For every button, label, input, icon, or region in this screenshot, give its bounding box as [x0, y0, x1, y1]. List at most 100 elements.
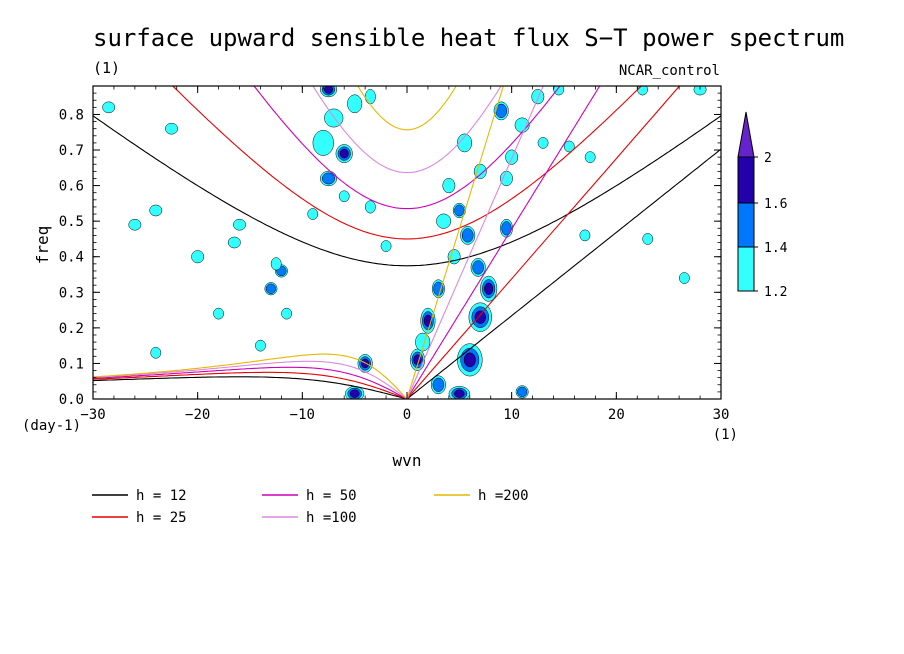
contour-blob — [338, 190, 350, 203]
contour-blob — [150, 346, 162, 359]
contour-blob — [460, 226, 476, 245]
contour-blob — [480, 275, 498, 302]
colorbar-segment — [737, 246, 755, 292]
colorbar-extend-arrow — [737, 111, 755, 158]
contour-blob — [364, 89, 376, 105]
contour-blob — [468, 302, 492, 332]
contour-blob — [420, 307, 436, 334]
colorbar-label: 1.4 — [764, 241, 788, 256]
contour-blob — [642, 233, 654, 245]
colorbar-label: 1.2 — [764, 285, 787, 300]
y-tick-label: 0.1 — [59, 356, 84, 372]
contour-blob — [457, 343, 483, 377]
contour-blob — [584, 151, 596, 163]
y-axis-title: freq — [33, 226, 52, 265]
colorbar-segment — [737, 202, 755, 248]
chart-subtitle-left: (1) — [93, 59, 120, 77]
y-tick-label: 0.5 — [59, 214, 84, 230]
y-tick-label: 0.6 — [59, 179, 84, 195]
contour-blob — [537, 137, 549, 149]
x-tick-label: −30 — [80, 407, 105, 423]
contour-blob — [165, 122, 178, 135]
y-unit-label: (day-1) — [22, 418, 81, 434]
chart-title: surface upward sensible heat flux S−T po… — [93, 24, 844, 52]
contour-blob — [255, 339, 266, 352]
contour-blob — [430, 375, 446, 395]
contour-blob — [499, 218, 513, 238]
legend-item: h = 12 — [92, 488, 187, 504]
legend-label: h = 12 — [136, 488, 187, 504]
legend-label: h =100 — [306, 510, 357, 526]
legend: h = 12 h = 25 h = 50 h =100 h =200 — [92, 488, 529, 526]
contour-blob — [312, 129, 334, 156]
dispersion-curve — [93, 86, 601, 399]
legend-item: h = 25 — [92, 510, 187, 526]
contour-blob — [693, 86, 707, 96]
contour-blob — [264, 282, 278, 296]
contour-blob — [473, 163, 487, 179]
y-tick-label: 0.2 — [59, 321, 84, 337]
dispersion-curve — [93, 86, 504, 399]
contour-blob — [514, 117, 530, 133]
legend-item: h =200 — [434, 488, 529, 504]
contour-blob — [319, 86, 338, 98]
x-axis: −30 −20 −10 0 10 20 30 — [80, 86, 729, 423]
legend-item: h =100 — [262, 510, 357, 526]
contour-blob — [364, 200, 376, 214]
x-tick-label: −20 — [185, 407, 210, 423]
dispersion-curve-layer — [93, 86, 721, 399]
x-unit-label: (1) — [713, 427, 738, 443]
colorbar: 1.2 1.4 1.6 2 — [737, 111, 788, 300]
y-axis: 0.0 0.1 0.2 0.3 0.4 0.5 0.6 0.7 0.8 — [59, 92, 721, 408]
contour-blob — [553, 86, 565, 96]
contour-blob — [319, 170, 338, 187]
colorbar-label: 2 — [764, 151, 772, 166]
contour-blob — [347, 94, 363, 114]
x-axis-title: wvn — [393, 451, 422, 470]
contour-blob — [452, 202, 466, 219]
legend-item: h = 50 — [262, 488, 357, 504]
contour-blob — [149, 204, 163, 217]
contour-blob — [457, 133, 473, 153]
contour-blob — [307, 208, 319, 220]
contour-blob — [281, 307, 293, 320]
contour-blob — [515, 385, 529, 399]
chart-subtitle-right: NCAR_control — [619, 63, 720, 79]
contour-blob — [579, 229, 591, 242]
contour-blob — [324, 108, 344, 128]
contour-blob — [380, 240, 392, 252]
contour-blob — [128, 218, 142, 231]
contour-blob — [531, 89, 545, 105]
plot-frame — [92, 85, 722, 400]
contour-blob — [409, 348, 425, 372]
legend-label: h = 50 — [306, 488, 357, 504]
x-tick-label: 10 — [503, 407, 520, 423]
contour-blob — [436, 213, 452, 229]
x-tick-label: 20 — [608, 407, 625, 423]
y-tick-label: 0.4 — [59, 250, 84, 266]
contour-blob — [102, 101, 116, 114]
dispersion-curve — [93, 86, 544, 399]
colorbar-segment — [737, 156, 755, 204]
dispersion-curve — [93, 115, 721, 399]
contour-blob — [227, 236, 241, 249]
legend-label: h =200 — [478, 488, 529, 504]
dispersion-curve — [93, 86, 681, 399]
contour-blob — [448, 386, 470, 399]
contour-blob — [563, 140, 575, 153]
contour-blob — [470, 258, 486, 277]
x-tick-label: 30 — [713, 407, 730, 423]
x-tick-label: 0 — [403, 407, 411, 423]
contour-blob — [233, 218, 246, 231]
contour-blob — [499, 170, 513, 187]
contour-blob — [505, 149, 519, 165]
contour-blob — [442, 178, 456, 194]
contour-blob — [213, 307, 224, 320]
x-tick-label: −10 — [290, 407, 315, 423]
contour-blob — [345, 386, 365, 399]
y-tick-label: 0.8 — [59, 107, 84, 123]
contour-fill-layer — [102, 86, 707, 399]
y-tick-label: 0.7 — [59, 143, 84, 159]
y-tick-label: 0.0 — [59, 392, 84, 408]
